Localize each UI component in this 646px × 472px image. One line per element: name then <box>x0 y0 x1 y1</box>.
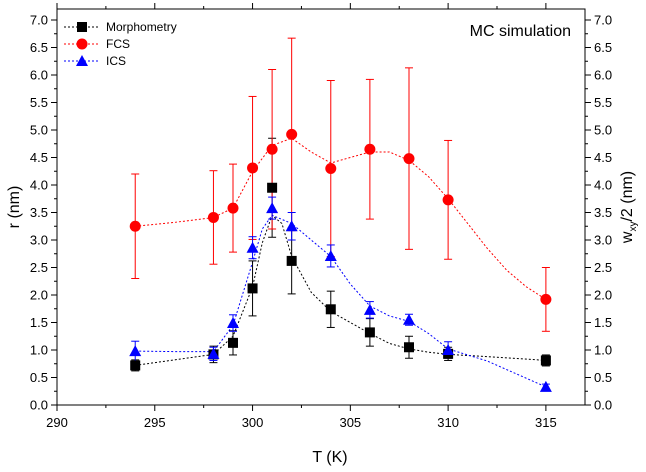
y-axis-title-right-main: w <box>619 231 636 244</box>
fcs-point <box>227 202 239 214</box>
morphometry-point <box>130 360 141 371</box>
fit-curves <box>135 137 547 388</box>
y-tick-label-right: 3.5 <box>594 205 612 220</box>
y-axis-title-right-sub: xy <box>628 222 639 232</box>
y-tick-label-left: 0.5 <box>30 370 48 385</box>
y-tick-label-right: 4.5 <box>594 150 612 165</box>
ics-point <box>324 249 337 261</box>
y-tick-label-left: 7.0 <box>30 13 48 28</box>
fcs-point <box>266 143 278 155</box>
x-tick-label: 300 <box>242 415 264 430</box>
ics-point <box>403 313 415 325</box>
y-tick-label-left: 2.5 <box>30 260 48 275</box>
y-tick-label-right: 5.0 <box>594 123 612 138</box>
ics-point <box>227 317 239 329</box>
y-tick-label-left: 4.0 <box>30 178 48 193</box>
y-tick-label-right: 1.0 <box>594 343 612 358</box>
y-tick-label-left: 6.5 <box>30 40 48 55</box>
morphometry-point <box>325 304 336 315</box>
y-tick-label-right: 0.0 <box>594 398 612 413</box>
morphometry-point <box>267 182 278 193</box>
y-tick-label-left: 4.5 <box>30 150 48 165</box>
ics-point <box>442 344 455 355</box>
fcs-point <box>286 128 298 140</box>
morphometry-point <box>540 355 551 366</box>
morphometry-point <box>247 283 258 294</box>
y-tick-label-right: 2.5 <box>594 260 612 275</box>
y-axis-title-right-rest: /2 (nm) <box>619 171 636 222</box>
y-tick-label-right: 5.5 <box>594 95 612 110</box>
x-tick-label: 305 <box>339 415 361 430</box>
chart-annotation: MC simulation <box>470 23 571 40</box>
plot-frame <box>56 8 586 406</box>
legend-label-morphometry: Morphometry <box>106 20 177 34</box>
fcs-point <box>403 153 415 165</box>
fcs-point <box>247 162 259 174</box>
x-tick-label: 290 <box>46 415 68 430</box>
ics-fit-line <box>135 214 547 388</box>
morphometry-point <box>286 255 297 266</box>
y-tick-label-left: 5.0 <box>30 123 48 138</box>
fcs-fit-line <box>135 137 547 300</box>
y-tick-label-left: 5.5 <box>30 95 48 110</box>
morphometry-point <box>364 327 375 338</box>
y-tick-label-right: 2.0 <box>594 288 612 303</box>
y-tick-label-left: 0.0 <box>30 398 48 413</box>
fcs-point <box>540 293 552 305</box>
y-tick-label-left: 3.5 <box>30 205 48 220</box>
error-bars <box>131 37 550 391</box>
morphometry-point <box>228 337 238 348</box>
legend-label-ics: ICS <box>106 54 126 68</box>
ics-point <box>129 345 142 357</box>
y-axis-title-left: r (nm) <box>6 186 23 229</box>
legend: Morphometry FCS ICS <box>64 20 177 68</box>
ics-point <box>207 347 220 359</box>
y-tick-label-right: 3.0 <box>594 233 612 248</box>
y-tick-label-right: 6.0 <box>594 68 612 83</box>
fcs-point <box>364 143 376 155</box>
ics-point <box>285 220 298 232</box>
fcs-point <box>207 211 219 223</box>
y-axis-title-right: wxy/2 (nm) <box>619 171 639 244</box>
x-tick-label: 315 <box>535 415 557 430</box>
y-tick-label-left: 1.5 <box>30 315 48 330</box>
x-tick-label: 295 <box>144 415 166 430</box>
x-axis-title: T (K) <box>312 449 347 466</box>
y-tick-label-left: 3.0 <box>30 233 48 248</box>
morphometry-fit-line <box>135 214 546 366</box>
data-markers <box>129 128 552 392</box>
fcs-point <box>442 194 454 206</box>
fcs-point <box>129 220 141 232</box>
legend-marker-fcs <box>76 38 88 50</box>
y-tick-label-right: 6.5 <box>594 40 612 55</box>
ics-point <box>266 202 279 214</box>
y-tick-label-right: 1.5 <box>594 315 612 330</box>
fcs-point <box>325 163 337 174</box>
y-tick-label-right: 0.5 <box>594 370 612 385</box>
legend-marker-morphometry <box>77 22 87 32</box>
legend-marker-ics <box>76 55 88 66</box>
y-tick-label-left: 6.0 <box>30 68 48 83</box>
y-tick-label-left: 1.0 <box>30 343 48 358</box>
ics-point <box>539 380 552 392</box>
morphometry-point <box>404 342 414 353</box>
y-tick-label-right: 4.0 <box>594 178 612 193</box>
y-tick-label-left: 2.0 <box>30 288 48 303</box>
legend-label-fcs: FCS <box>106 37 130 51</box>
ics-point <box>363 303 376 315</box>
y-tick-label-right: 7.0 <box>594 13 612 28</box>
axis-ticks: 290 295 300 305 310 315 0.0 0.0 0.5 0.5 1.0 1.0 1.5 1… <box>30 3 612 430</box>
x-tick-label: 310 <box>437 415 459 430</box>
ics-point <box>246 241 259 253</box>
